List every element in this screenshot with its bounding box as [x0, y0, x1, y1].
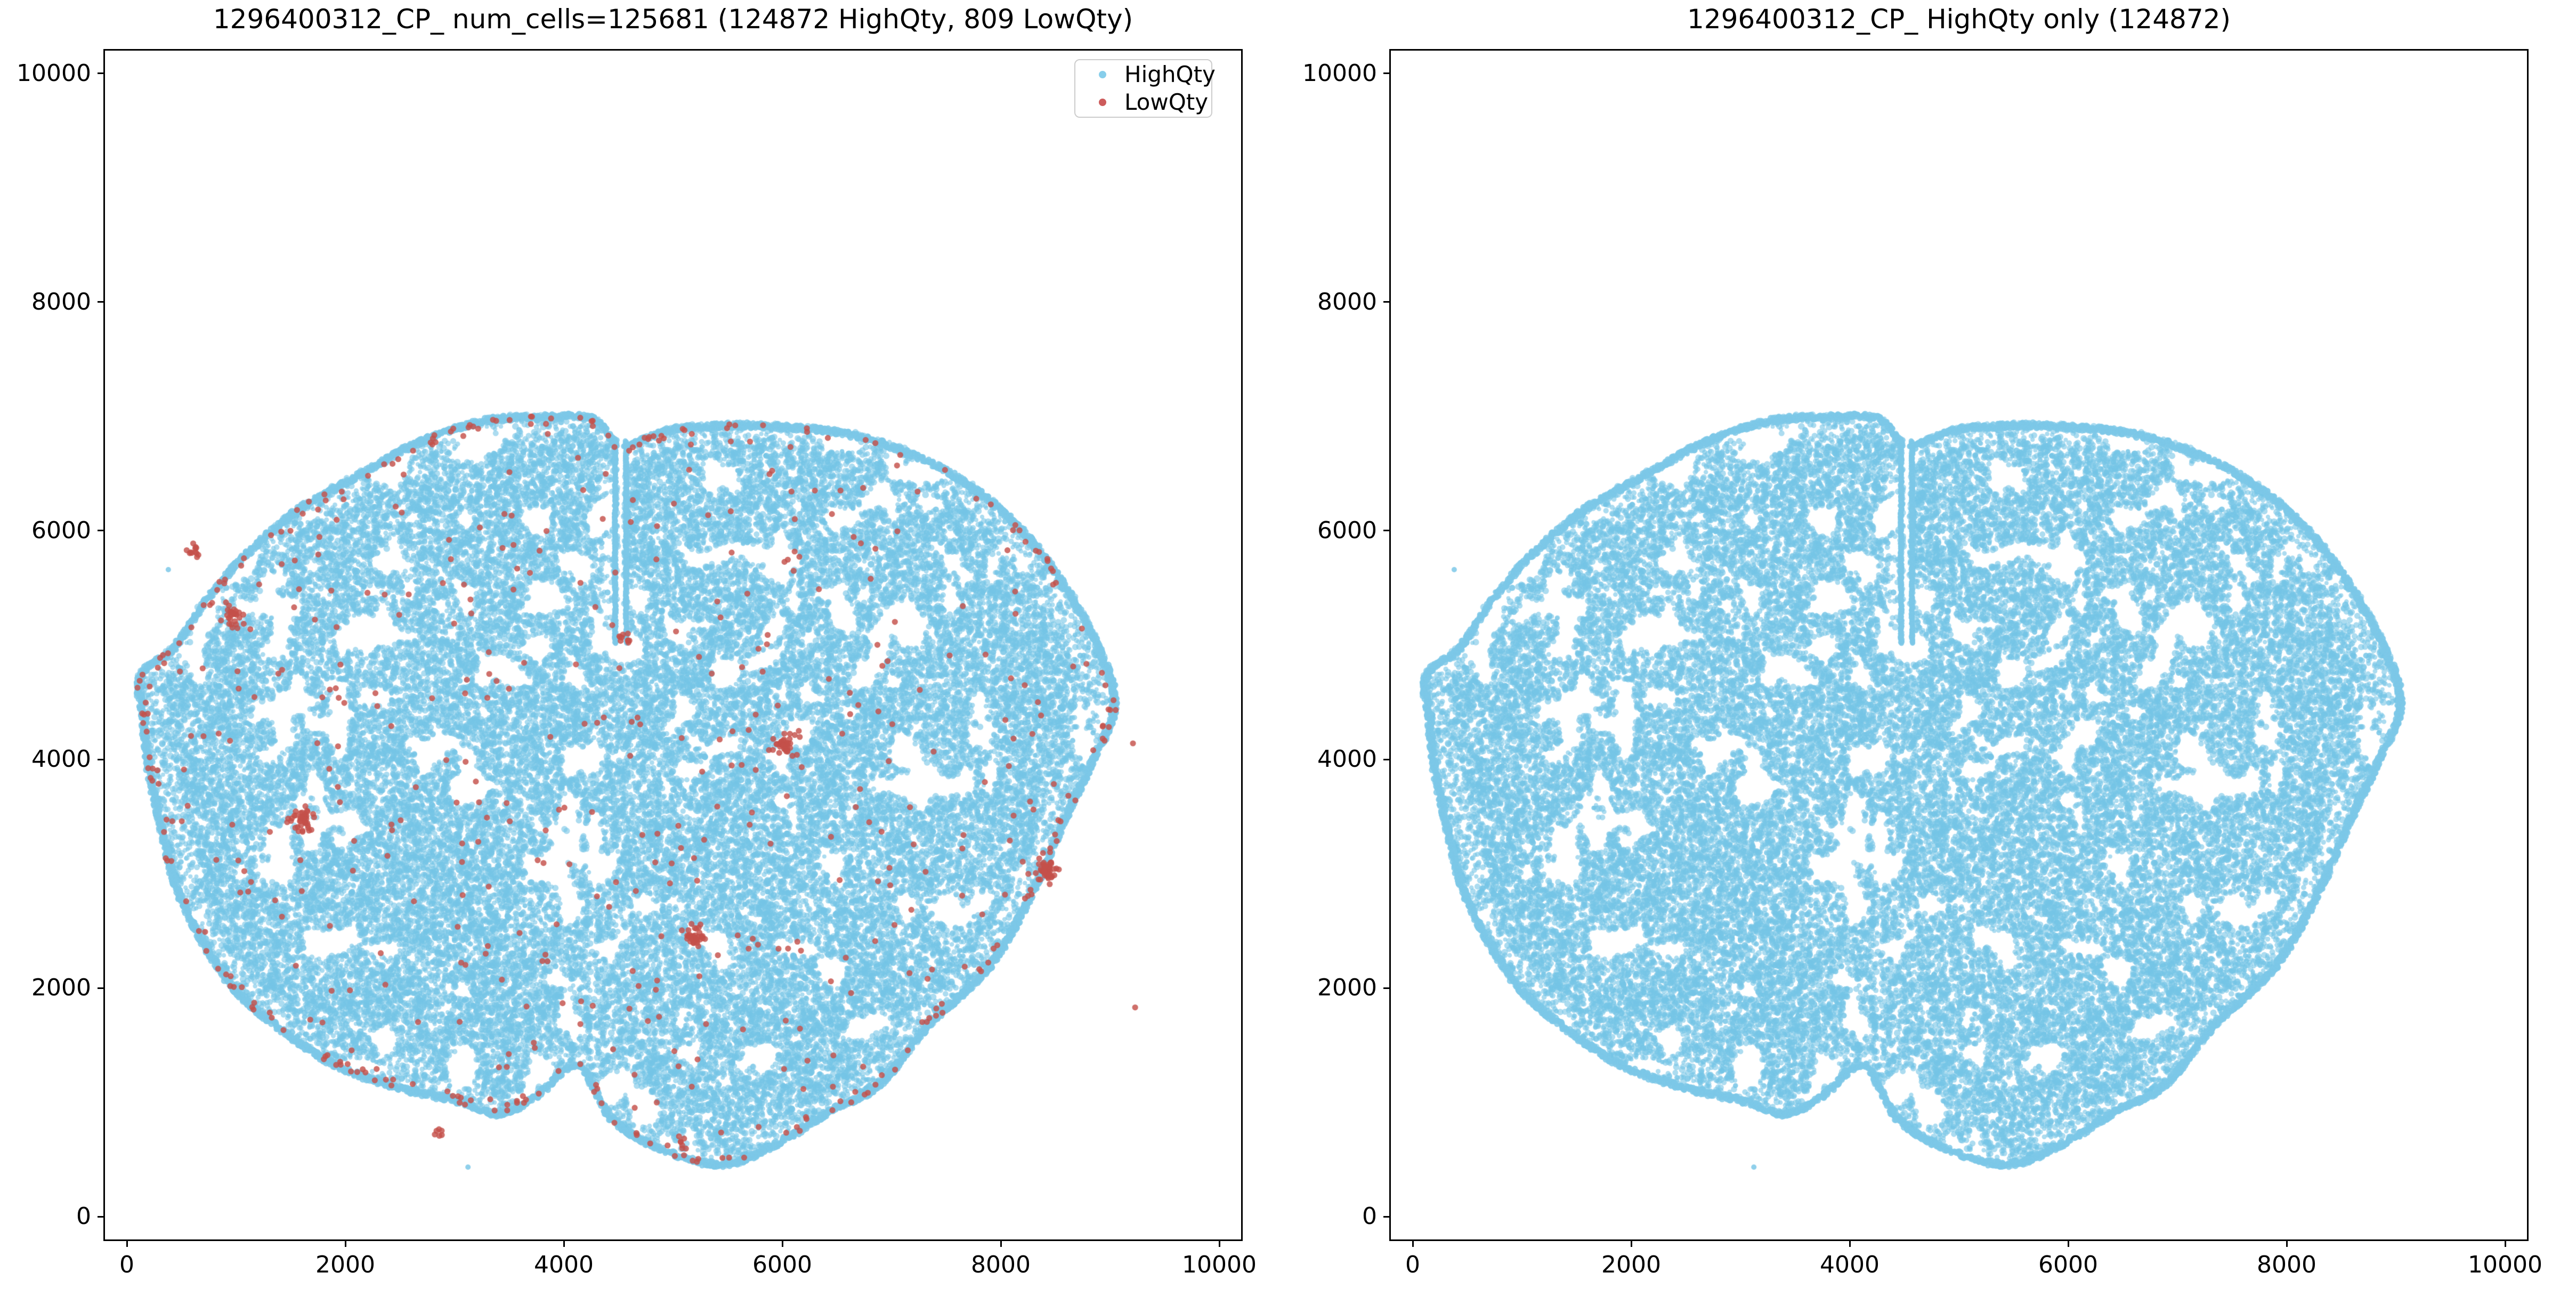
axes-right: 0 2000 4000 6000 8000 10000 0 2000 4000 6000 8000 1…	[1302, 49, 2542, 1278]
legend-label-highqty: HighQty	[1124, 61, 1216, 87]
x-tick-label: 0	[1405, 1251, 1420, 1278]
x-tick-mark	[2504, 1239, 2506, 1247]
legend-label-lowqty: LowQty	[1124, 89, 1209, 115]
y-tick-label: 10000	[1302, 59, 1377, 87]
y-tick-label: 6000	[31, 516, 91, 544]
x-tick-mark	[1630, 1239, 1632, 1247]
panel-both-qualities: 1296400312_CP_ num_cells=125681 (124872 …	[17, 0, 1257, 1297]
x-tick-mark	[126, 1239, 128, 1247]
x-tick-label: 4000	[534, 1251, 594, 1278]
x-tick-label: 6000	[2038, 1251, 2098, 1278]
y-tick-label: 2000	[1317, 974, 1377, 1002]
lowqty-marker-icon	[1099, 99, 1106, 106]
y-tick-label: 8000	[31, 288, 91, 315]
x-tick-label: 0	[119, 1251, 134, 1278]
x-tick-label: 6000	[752, 1251, 812, 1278]
y-tick-label: 4000	[31, 745, 91, 773]
x-tick-label: 8000	[971, 1251, 1031, 1278]
x-tick-mark	[1849, 1239, 1851, 1247]
x-tick-mark	[781, 1239, 783, 1247]
y-tick-mark	[98, 530, 105, 532]
x-tick-mark	[2286, 1239, 2288, 1247]
y-tick-label: 0	[1362, 1203, 1377, 1230]
panel-title: 1296400312_CP_ HighQty only (124872)	[1687, 4, 2231, 35]
y-tick-label: 10000	[17, 59, 91, 87]
legend-item-highqty: HighQty	[1099, 61, 1216, 88]
y-tick-mark	[1383, 758, 1391, 760]
x-tick-label: 10000	[1182, 1251, 1257, 1278]
y-tick-label: 8000	[1317, 288, 1377, 315]
legend-item-lowqty: LowQty	[1099, 89, 1211, 116]
x-tick-label: 2000	[1601, 1251, 1661, 1278]
y-tick-mark	[98, 758, 105, 760]
x-tick-label: 10000	[2468, 1251, 2542, 1278]
x-tick-label: 2000	[315, 1251, 375, 1278]
y-tick-mark	[1383, 72, 1391, 75]
y-tick-label: 0	[76, 1203, 91, 1230]
y-tick-mark	[98, 301, 105, 303]
scatter-canvas-both	[105, 51, 1241, 1239]
x-tick-label: 8000	[2257, 1251, 2316, 1278]
y-tick-mark	[1383, 1215, 1391, 1218]
y-tick-mark	[1383, 530, 1391, 532]
x-tick-mark	[2067, 1239, 2069, 1247]
x-tick-mark	[1412, 1239, 1414, 1247]
panel-title: 1296400312_CP_ num_cells=125681 (124872 …	[213, 4, 1133, 35]
y-tick-mark	[98, 1215, 105, 1218]
y-tick-label: 2000	[31, 974, 91, 1002]
y-tick-mark	[1383, 301, 1391, 303]
x-tick-mark	[1000, 1239, 1002, 1247]
legend: HighQty LowQty	[1074, 59, 1216, 118]
axes-left: HighQty LowQty 0 2000 4000 6000 8000 10000 0 20…	[17, 49, 1257, 1278]
x-tick-mark	[563, 1239, 565, 1247]
y-tick-mark	[98, 987, 105, 989]
scatter-canvas-highqty	[1391, 51, 2527, 1239]
highqty-marker-icon	[1099, 71, 1106, 78]
panel-highqty-only: 1296400312_CP_ HighQty only (124872) 0 20…	[1302, 0, 2542, 1297]
y-tick-label: 4000	[1317, 745, 1377, 773]
y-tick-mark	[1383, 987, 1391, 989]
x-tick-label: 4000	[1820, 1251, 1880, 1278]
x-tick-mark	[1218, 1239, 1220, 1247]
y-tick-mark	[98, 72, 105, 75]
x-tick-mark	[344, 1239, 346, 1247]
y-tick-label: 6000	[1317, 516, 1377, 544]
